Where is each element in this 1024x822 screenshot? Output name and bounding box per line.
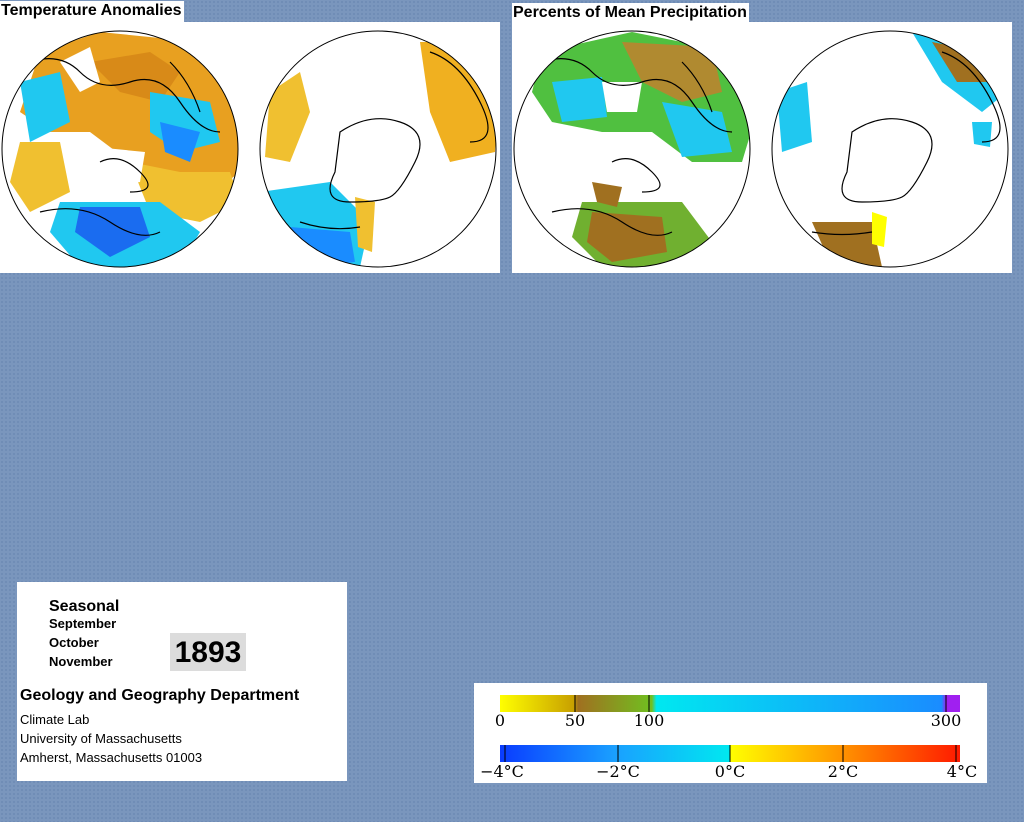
southern-hemisphere-precipitation — [772, 31, 1008, 267]
precip-label-300: 300 — [930, 711, 962, 730]
precip-label-0: 0 — [494, 711, 506, 730]
lab-name: Climate Lab — [20, 712, 90, 727]
precipitation-map — [513, 30, 1009, 268]
precipitation-map-title: Percents of Mean Precipitation — [512, 3, 749, 24]
precip-label-100: 100 — [633, 711, 665, 730]
legend-box: 0 50 100 300 −4°C −2°C 0°C 2°C 4°C — [474, 683, 987, 783]
temp-label-minus2: −2°C — [596, 762, 640, 781]
university-name: University of Massachusetts — [20, 731, 182, 746]
southern-hemisphere-temperature — [260, 31, 496, 267]
department-name: Geology and Geography Department — [20, 687, 300, 704]
month-october: October — [49, 635, 99, 650]
month-september: September — [49, 616, 117, 631]
temp-label-2: 2°C — [827, 762, 859, 781]
precipitation-map-panel — [512, 22, 1012, 273]
month-november: November — [49, 654, 113, 669]
temperature-map-panel — [0, 22, 500, 273]
temp-label-4: 4°C — [946, 762, 978, 781]
info-box: Seasonal September October November 1893… — [17, 582, 347, 781]
temp-label-0: 0°C — [714, 762, 746, 781]
year-badge: 1893 — [170, 633, 246, 671]
color-scales — [500, 695, 960, 762]
temp-label-minus4: −4°C — [480, 762, 524, 781]
temperature-map — [1, 30, 497, 268]
precipitation-color-bar — [500, 695, 960, 712]
northern-hemisphere-precipitation — [514, 31, 750, 267]
temperature-map-title: Temperature Anomalies — [0, 1, 184, 22]
season-label: Seasonal — [49, 598, 120, 615]
northern-hemisphere-temperature — [2, 31, 238, 267]
precip-label-50: 50 — [564, 711, 586, 730]
address: Amherst, Massachusetts 01003 — [20, 750, 203, 765]
